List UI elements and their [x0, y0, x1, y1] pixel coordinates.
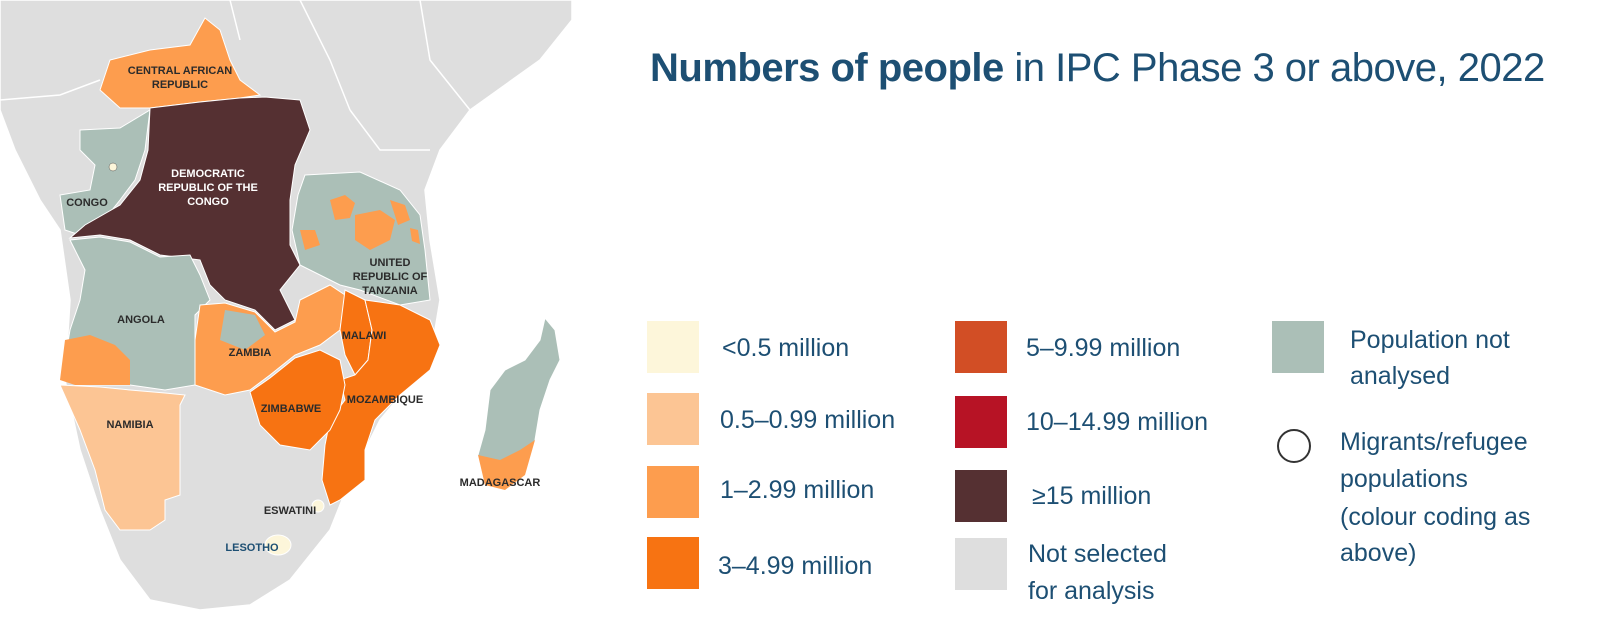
- legend-label-not-selected-line2: for analysis: [1028, 577, 1155, 605]
- region-zimbabwe: [249, 349, 346, 451]
- legend-swatch-10-14-99: [955, 396, 1007, 448]
- legend-label-3-4-99: 3–4.99 million: [718, 552, 873, 580]
- region-eswatini: [311, 499, 325, 513]
- legend-label-population-not-analysed-line2: analysed: [1350, 362, 1451, 390]
- region-mozambique: [321, 299, 441, 506]
- label-eswatini: ESWATINI: [264, 505, 316, 517]
- label-zambia: ZAMBIA: [229, 347, 272, 359]
- legend-swatch-not-selected: [955, 538, 1007, 590]
- map: CENTRAL AFRICAN REPUBLIC DEMOCRATIC REPU…: [0, 0, 600, 631]
- legend-swatch-0-5-0-99: [647, 393, 699, 445]
- label-tanzania-line3: TANZANIA: [362, 285, 417, 297]
- region-drc: [68, 96, 311, 331]
- title-bold-part: Numbers of people: [650, 46, 1004, 90]
- label-tanzania-line2: REPUBLIC OF: [353, 271, 428, 283]
- legend-label-migrants-line2: populations: [1340, 465, 1468, 493]
- label-drc-line3: CONGO: [187, 196, 229, 208]
- legend-swatch-15-plus: [955, 470, 1007, 522]
- region-namibia: [59, 384, 186, 531]
- legend-label-1-2-99: 1–2.99 million: [720, 476, 875, 504]
- tanzania-orange-patches: [300, 195, 420, 250]
- label-angola: ANGOLA: [117, 314, 165, 326]
- zambia-grey-patch: [220, 310, 265, 350]
- legend-label-migrants-line4: above): [1340, 539, 1417, 567]
- label-drc-line1: DEMOCRATIC: [171, 168, 245, 180]
- label-madagascar: MADAGASCAR: [460, 477, 541, 489]
- angola-orange-patch: [60, 335, 130, 385]
- legend-label-0-5-0-99: 0.5–0.99 million: [720, 406, 896, 434]
- label-car-line1: CENTRAL AFRICAN: [128, 65, 233, 77]
- chart-title: Numbers of people in IPC Phase 3 or abov…: [650, 46, 1545, 91]
- legend-label-10-14-99: 10–14.99 million: [1026, 408, 1209, 436]
- legend-label-not-selected-line1: Not selected: [1028, 540, 1167, 568]
- legend-label-5-9-99: 5–9.99 million: [1026, 334, 1181, 362]
- label-namibia: NAMIBIA: [106, 419, 153, 431]
- label-car-line2: REPUBLIC: [152, 79, 208, 91]
- label-drc-line2: REPUBLIC OF THE: [158, 182, 258, 194]
- label-congo: CONGO: [66, 197, 108, 209]
- label-tanzania-line1: UNITED: [370, 257, 411, 269]
- map-svg: CENTRAL AFRICAN REPUBLIC DEMOCRATIC REPU…: [0, 0, 573, 611]
- label-lesotho: LESOTHO: [225, 542, 279, 554]
- legend-swatch-5-9-99: [955, 321, 1007, 373]
- legend-label-under-0-5: <0.5 million: [722, 334, 850, 362]
- legend-swatch-3-4-99: [647, 537, 699, 589]
- legend-swatch-under-0-5: [647, 321, 699, 373]
- legend-label-population-not-analysed-line1: Population not: [1350, 326, 1510, 354]
- region-lesotho: [264, 534, 292, 556]
- legend-swatch-1-2-99: [647, 466, 699, 518]
- legend-label-migrants-line3: (colour coding as: [1340, 503, 1531, 531]
- legend-label-15-plus: ≥15 million: [1032, 482, 1152, 510]
- migrant-circle-congo: [108, 162, 118, 172]
- label-malawi: MALAWI: [342, 330, 387, 342]
- madagascar-orange-patch: [478, 440, 535, 490]
- circle-outline-icon: [1277, 429, 1311, 463]
- label-mozambique: MOZAMBIQUE: [347, 394, 423, 406]
- border-lines: [0, 0, 471, 151]
- legend-label-migrants-line1: Migrants/refugee: [1340, 428, 1528, 456]
- legend-swatch-population-not-analysed: [1272, 321, 1324, 373]
- title-regular-part: in IPC Phase 3 or above, 2022: [1003, 46, 1545, 90]
- label-zimbabwe: ZIMBABWE: [261, 403, 322, 415]
